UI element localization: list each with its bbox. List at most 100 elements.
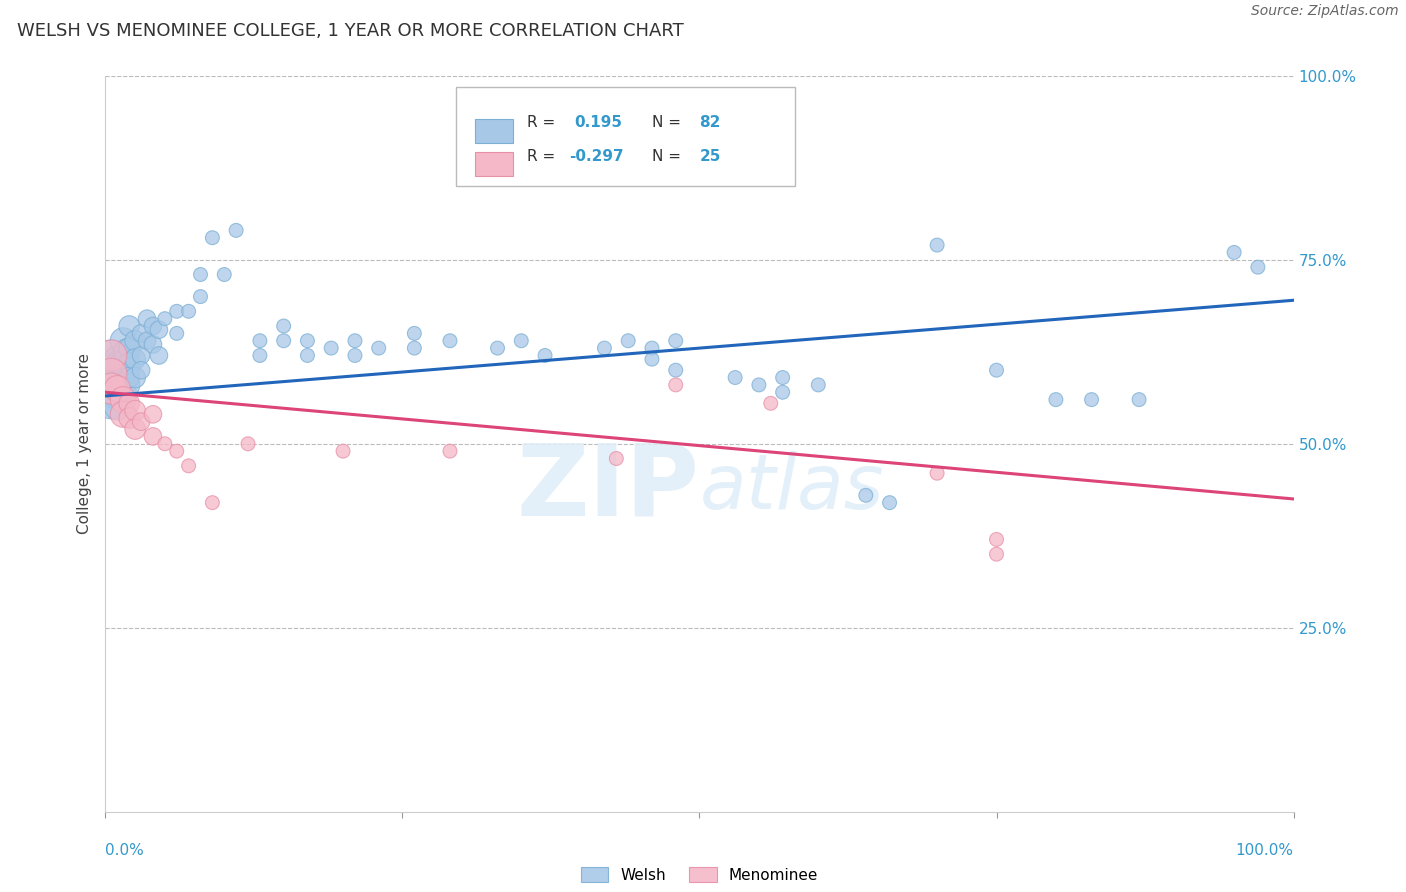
Point bbox=[112, 407, 135, 421]
Point bbox=[100, 382, 122, 396]
Point bbox=[190, 289, 212, 303]
Point bbox=[665, 363, 688, 377]
Point bbox=[108, 356, 131, 370]
Text: -0.297: -0.297 bbox=[569, 149, 623, 164]
Point bbox=[201, 496, 224, 510]
Text: 0.195: 0.195 bbox=[575, 115, 623, 130]
Point bbox=[1223, 245, 1246, 260]
Text: 100.0%: 100.0% bbox=[1236, 843, 1294, 858]
Point bbox=[297, 334, 319, 348]
Point bbox=[136, 311, 159, 326]
Point bbox=[236, 436, 259, 450]
Text: 25: 25 bbox=[700, 149, 721, 164]
Point bbox=[593, 341, 616, 355]
Point bbox=[925, 466, 948, 480]
Point bbox=[404, 341, 426, 355]
Point bbox=[118, 356, 141, 370]
Point bbox=[142, 318, 165, 333]
Point bbox=[142, 407, 165, 421]
Point bbox=[112, 392, 135, 407]
Point bbox=[136, 334, 159, 348]
Point bbox=[665, 334, 688, 348]
Point bbox=[118, 318, 141, 333]
Point bbox=[166, 326, 188, 341]
Point bbox=[100, 348, 122, 362]
Point bbox=[115, 344, 138, 359]
Point bbox=[1045, 392, 1067, 407]
Point bbox=[1128, 392, 1150, 407]
Point bbox=[855, 488, 877, 502]
Text: atlas: atlas bbox=[700, 451, 884, 524]
Point bbox=[124, 422, 146, 436]
Point bbox=[214, 268, 236, 282]
Point bbox=[249, 334, 271, 348]
Point bbox=[641, 352, 664, 367]
FancyBboxPatch shape bbox=[475, 153, 513, 176]
Point bbox=[142, 337, 165, 351]
Y-axis label: College, 1 year or more: College, 1 year or more bbox=[77, 353, 93, 534]
Point bbox=[297, 348, 319, 362]
Point bbox=[273, 334, 295, 348]
Point bbox=[249, 348, 271, 362]
Point bbox=[1080, 392, 1102, 407]
Point bbox=[153, 436, 176, 450]
Point bbox=[772, 385, 794, 400]
Text: WELSH VS MENOMINEE COLLEGE, 1 YEAR OR MORE CORRELATION CHART: WELSH VS MENOMINEE COLLEGE, 1 YEAR OR MO… bbox=[17, 22, 683, 40]
Point bbox=[129, 363, 152, 377]
Text: Source: ZipAtlas.com: Source: ZipAtlas.com bbox=[1251, 4, 1399, 19]
Point bbox=[986, 533, 1008, 547]
Text: R =: R = bbox=[527, 115, 555, 130]
Point bbox=[343, 334, 366, 348]
Point bbox=[225, 223, 247, 237]
Point bbox=[166, 304, 188, 318]
Point bbox=[367, 341, 389, 355]
Point bbox=[759, 396, 782, 410]
Point bbox=[124, 352, 146, 367]
Point bbox=[177, 458, 200, 473]
Point bbox=[118, 341, 141, 355]
Point bbox=[605, 451, 627, 466]
FancyBboxPatch shape bbox=[456, 87, 794, 186]
Point bbox=[105, 352, 128, 367]
Point bbox=[105, 367, 128, 381]
Text: N =: N = bbox=[652, 115, 681, 130]
Point bbox=[115, 363, 138, 377]
Point bbox=[273, 318, 295, 333]
Point bbox=[201, 231, 224, 245]
Point bbox=[100, 363, 122, 377]
Point bbox=[463, 164, 485, 178]
Point bbox=[108, 370, 131, 384]
Point bbox=[153, 311, 176, 326]
Point bbox=[124, 334, 146, 348]
Point bbox=[534, 348, 557, 362]
Point bbox=[124, 403, 146, 417]
Point bbox=[343, 348, 366, 362]
Point bbox=[166, 444, 188, 458]
Point bbox=[105, 382, 128, 396]
Point bbox=[486, 341, 509, 355]
Point bbox=[510, 334, 533, 348]
Legend: Welsh, Menominee: Welsh, Menominee bbox=[575, 861, 824, 888]
Point bbox=[100, 367, 122, 381]
Point bbox=[332, 444, 354, 458]
Point bbox=[807, 378, 830, 392]
Point bbox=[142, 429, 165, 443]
Point bbox=[148, 323, 170, 337]
Point bbox=[100, 348, 122, 362]
Point bbox=[1247, 260, 1270, 275]
Point bbox=[641, 341, 664, 355]
Text: R =: R = bbox=[527, 149, 555, 164]
Point bbox=[404, 326, 426, 341]
Text: 0.0%: 0.0% bbox=[105, 843, 145, 858]
Point bbox=[439, 444, 461, 458]
Point bbox=[772, 370, 794, 384]
Text: 82: 82 bbox=[700, 115, 721, 130]
Point bbox=[148, 348, 170, 362]
Point bbox=[986, 547, 1008, 561]
Point bbox=[112, 356, 135, 370]
Point bbox=[118, 370, 141, 384]
Point bbox=[100, 374, 122, 388]
Point bbox=[665, 378, 688, 392]
Point bbox=[100, 396, 122, 410]
Point bbox=[748, 378, 770, 392]
